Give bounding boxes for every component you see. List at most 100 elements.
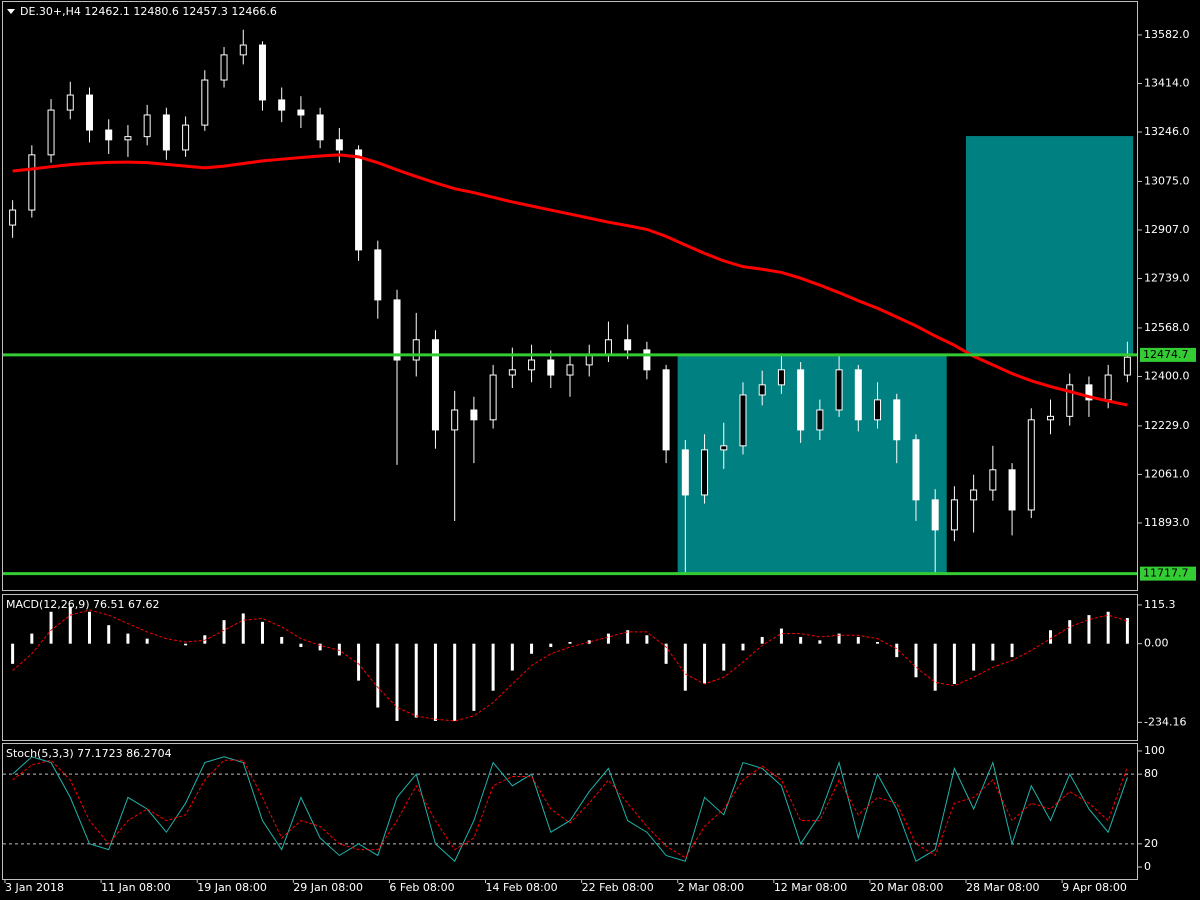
macd-bar (49, 611, 53, 644)
macd-bar (703, 643, 707, 684)
candle-body (989, 469, 997, 491)
macd-bar (587, 640, 591, 644)
macd-bar (799, 636, 803, 644)
candle-body (547, 359, 555, 376)
macd-bar (203, 635, 207, 644)
candle-body (105, 129, 113, 141)
stoch-panel-frame (2, 743, 1138, 880)
macd-bar (357, 643, 361, 681)
macd-bar (280, 636, 284, 644)
menu-arrow[interactable] (7, 9, 15, 14)
candle-body (143, 114, 151, 138)
candle-body (624, 339, 632, 351)
candle-body (239, 44, 247, 56)
candle-body (970, 489, 978, 501)
macd-bar (722, 643, 726, 671)
x-tick-label: 14 Feb 08:00 (486, 881, 558, 894)
candle-body (758, 384, 766, 396)
macd-bar (876, 642, 880, 644)
macd-bar (222, 620, 226, 644)
macd-bar (856, 636, 860, 644)
candle-body (912, 439, 920, 501)
macd-bar (972, 643, 976, 671)
macd-bar (779, 628, 783, 644)
candle-body (585, 354, 593, 366)
candle-body (854, 369, 862, 421)
candle-body (720, 445, 728, 451)
macd-bar (645, 635, 649, 644)
macd-bar (1010, 643, 1014, 658)
candle-body (374, 249, 382, 301)
candle-body (47, 109, 55, 156)
plot-layer: 13582.0 13414.0 13246.0 13075.0 12907.0 12739… (3, 28, 1196, 894)
main-panel-frame (2, 1, 1138, 591)
candle-body (28, 154, 36, 211)
candle-body (566, 364, 574, 376)
candle-body (85, 94, 93, 131)
macd-bar (837, 633, 841, 644)
macd-bar (107, 625, 111, 644)
x-tick-label: 20 Mar 08:00 (870, 881, 943, 894)
candle-body (604, 339, 612, 356)
macd-bar (606, 633, 610, 644)
x-tick-label: 9 Apr 08:00 (1062, 881, 1127, 894)
candle-body (1027, 419, 1035, 511)
candle-body (701, 449, 709, 496)
y-tick-label: 12400.0 (1144, 369, 1190, 382)
candle-body (451, 409, 459, 431)
level-label: 11717.7 (1143, 567, 1189, 580)
y-tick-label: 11893.0 (1144, 516, 1190, 529)
candle-body (470, 409, 478, 421)
y-tick-label: 12907.0 (1144, 223, 1190, 236)
x-tick-label: 3 Jan 2018 (5, 881, 64, 894)
x-tick-label: 6 Feb 08:00 (389, 881, 454, 894)
macd-bar (184, 643, 188, 646)
candle-body (1104, 374, 1112, 401)
macd-bar (1068, 620, 1072, 644)
candle-body (297, 109, 305, 116)
macd-bar (145, 638, 149, 644)
x-tick-label: 22 Feb 08:00 (582, 881, 654, 894)
y-tick-label: 12739.0 (1144, 272, 1190, 285)
y-tick-label: -234.16 (1144, 715, 1186, 728)
candle-body (316, 114, 324, 141)
macd-bar (126, 633, 130, 644)
stoch-signal (12, 759, 1128, 859)
level-label: 12474.7 (1143, 348, 1189, 361)
candle-body (681, 449, 689, 496)
stoch-title: Stoch(5,3,3) 77.1723 86.2704 (6, 747, 172, 760)
zone (677, 354, 947, 574)
candle-body (797, 369, 805, 431)
macd-bar (1106, 611, 1110, 644)
candle-body (66, 94, 74, 111)
macd-bar (299, 643, 303, 648)
zones-layer (677, 136, 1134, 574)
macd-bar (395, 643, 399, 721)
moving-average (12, 153, 1128, 407)
macd-bar (1087, 615, 1091, 644)
macd-bar (337, 643, 341, 656)
candle-body (643, 349, 651, 371)
y-tick-label: 115.3 (1144, 598, 1176, 611)
macd-panel-frame (2, 594, 1138, 741)
x-tick-label: 28 Mar 08:00 (966, 881, 1039, 894)
candle-body (1008, 469, 1016, 511)
candle-body (893, 399, 901, 441)
y-tick-label: 20 (1144, 837, 1158, 850)
x-tick-label: 29 Jan 08:00 (293, 881, 363, 894)
x-tick-label: 19 Jan 08:00 (197, 881, 267, 894)
macd-bar (914, 643, 918, 678)
macd-bar (549, 643, 553, 648)
chart-title: DE.30+,H4 12462.1 12480.6 12457.3 12466.… (20, 5, 277, 18)
macd-bar (433, 643, 437, 721)
candle-body (528, 359, 536, 371)
macd-bar (933, 643, 937, 691)
macd-bar (741, 643, 745, 651)
candle-body (393, 299, 401, 361)
level-tag (1140, 347, 1196, 362)
macd-bar (952, 643, 956, 684)
candle-body (1066, 384, 1074, 417)
macd-bar (1125, 617, 1129, 644)
macd-signal (12, 609, 1128, 722)
